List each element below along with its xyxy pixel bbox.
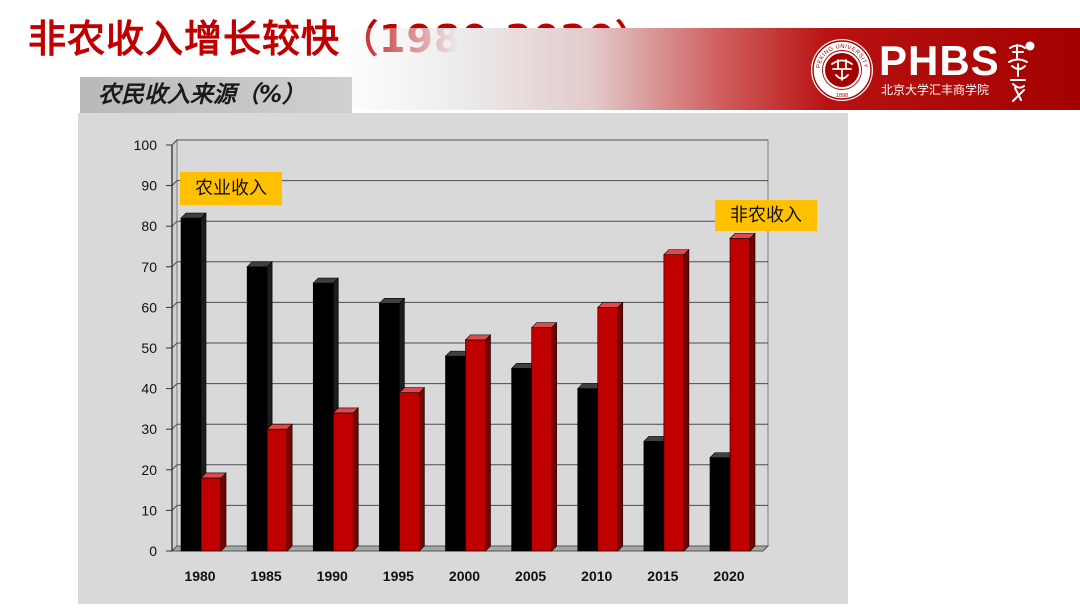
bar-front-face bbox=[266, 428, 288, 552]
x-tick-label: 1980 bbox=[184, 568, 215, 584]
x-tick-label: 1990 bbox=[317, 568, 348, 584]
bar-side-face bbox=[352, 407, 359, 552]
bar-top-face bbox=[332, 407, 359, 414]
bar-side-face bbox=[617, 301, 624, 552]
bar-top-face bbox=[246, 261, 273, 268]
bar-top-face bbox=[464, 334, 492, 341]
x-tick-label: 2015 bbox=[647, 568, 678, 584]
gridline bbox=[171, 504, 768, 511]
bar-top-face bbox=[180, 212, 207, 219]
y-tick-label: 60 bbox=[141, 299, 157, 315]
bar-side-face bbox=[551, 321, 557, 552]
bar-front-face bbox=[465, 339, 486, 552]
x-tick-label: 2005 bbox=[515, 568, 546, 584]
gridline bbox=[171, 261, 768, 268]
bar-front-face bbox=[531, 327, 552, 552]
y-tick-label: 50 bbox=[141, 340, 157, 356]
bar-side-face bbox=[683, 248, 690, 552]
bar-side-face bbox=[286, 423, 293, 552]
bar-top-face bbox=[200, 472, 227, 479]
y-tick-label: 20 bbox=[141, 462, 157, 478]
x-tick-label: 1985 bbox=[251, 568, 282, 584]
nonfarm-income-bar-2020 bbox=[729, 232, 756, 552]
y-tick-label: 70 bbox=[141, 259, 157, 275]
bar-top-face bbox=[663, 249, 690, 255]
farm-income-label: 农业收入 bbox=[180, 172, 282, 205]
bar-side-face bbox=[485, 334, 491, 552]
y-tick-label: 80 bbox=[141, 218, 157, 234]
bar-front-face bbox=[643, 441, 665, 552]
chart-title: 农民收入来源（%） bbox=[98, 82, 306, 108]
gridline bbox=[171, 220, 768, 227]
chart-title-box: 农民收入来源（%） bbox=[80, 77, 352, 113]
bar-top-face bbox=[266, 423, 293, 430]
gridline bbox=[171, 423, 768, 430]
y-tick-label: 30 bbox=[141, 421, 157, 437]
bar-front-face bbox=[379, 303, 400, 552]
y-tick-label: 100 bbox=[134, 137, 158, 153]
bar-side-face bbox=[220, 472, 227, 552]
bar-top-face bbox=[530, 322, 558, 329]
calligraphy-mark bbox=[1008, 41, 1035, 102]
university-emblem-icon bbox=[825, 53, 859, 87]
bar-front-face bbox=[597, 307, 619, 552]
y-tick-label: 0 bbox=[149, 543, 157, 559]
bar-front-face bbox=[663, 254, 685, 552]
chart-area: 0 10 20 30 40 50 60 70 80 90 100 1980 1985 1990 1995 20… bbox=[78, 113, 848, 604]
bar-top-face bbox=[378, 298, 406, 304]
y-tick-label: 10 bbox=[141, 502, 157, 518]
bar-front-face bbox=[312, 282, 334, 552]
y-tick-label: 40 bbox=[141, 381, 157, 397]
x-tick-label: 1995 bbox=[383, 568, 414, 584]
seal-year: 1898 bbox=[836, 93, 848, 99]
nonfarm-income-bar-2000 bbox=[464, 334, 492, 552]
bar-front-face bbox=[399, 392, 420, 552]
x-tick-label: 2000 bbox=[449, 568, 480, 584]
gridline bbox=[171, 383, 768, 389]
bar-front-face bbox=[180, 217, 202, 552]
nonfarm-income-bar-1990 bbox=[332, 407, 359, 552]
nonfarm-income-bar-1985 bbox=[266, 423, 293, 552]
gridline bbox=[171, 180, 768, 186]
bar-front-face bbox=[729, 238, 751, 552]
farm-income-bar-1980 bbox=[180, 212, 207, 552]
nonfarm-income-bar-2010 bbox=[597, 301, 624, 552]
bar-top-face bbox=[729, 233, 756, 239]
bar-top-face bbox=[398, 387, 426, 393]
header-banner bbox=[340, 28, 1080, 110]
bar-front-face bbox=[332, 412, 354, 552]
nonfarm-income-bar-1995 bbox=[398, 386, 426, 552]
bar-front-face bbox=[709, 457, 731, 552]
bar-side-face bbox=[419, 386, 425, 552]
university-seal-logo: PEKING UNIVERSITY 1898 bbox=[811, 39, 873, 101]
gridline bbox=[171, 301, 768, 308]
brand-logo-text: PHBS bbox=[879, 37, 1000, 84]
y-tick-label: 90 bbox=[141, 178, 157, 194]
bar-top-face bbox=[597, 302, 624, 308]
bar-front-face bbox=[445, 355, 466, 552]
bar-side-face bbox=[749, 232, 756, 552]
brand-school-name: 北京大学汇丰商学院 bbox=[881, 83, 990, 97]
nonfarm-income-bar-2015 bbox=[663, 248, 690, 552]
x-tick-label: 2020 bbox=[713, 568, 744, 584]
bar-front-face bbox=[200, 477, 222, 552]
bar-front-face bbox=[577, 388, 599, 552]
bar-top-face bbox=[312, 277, 339, 284]
bar-chart: 0 10 20 30 40 50 60 70 80 90 100 1980 1985 1990 1995 20… bbox=[134, 137, 770, 584]
bar-front-face bbox=[246, 266, 268, 552]
x-tick-label: 2010 bbox=[581, 568, 612, 584]
nonfarm-income-label: 非农收入 bbox=[715, 200, 817, 231]
gridline bbox=[171, 342, 768, 349]
nonfarm-income-bar-1980 bbox=[200, 472, 227, 552]
gridline bbox=[171, 464, 768, 471]
bar-front-face bbox=[511, 367, 532, 552]
gridline bbox=[171, 139, 768, 146]
nonfarm-income-bar-2005 bbox=[530, 321, 558, 552]
